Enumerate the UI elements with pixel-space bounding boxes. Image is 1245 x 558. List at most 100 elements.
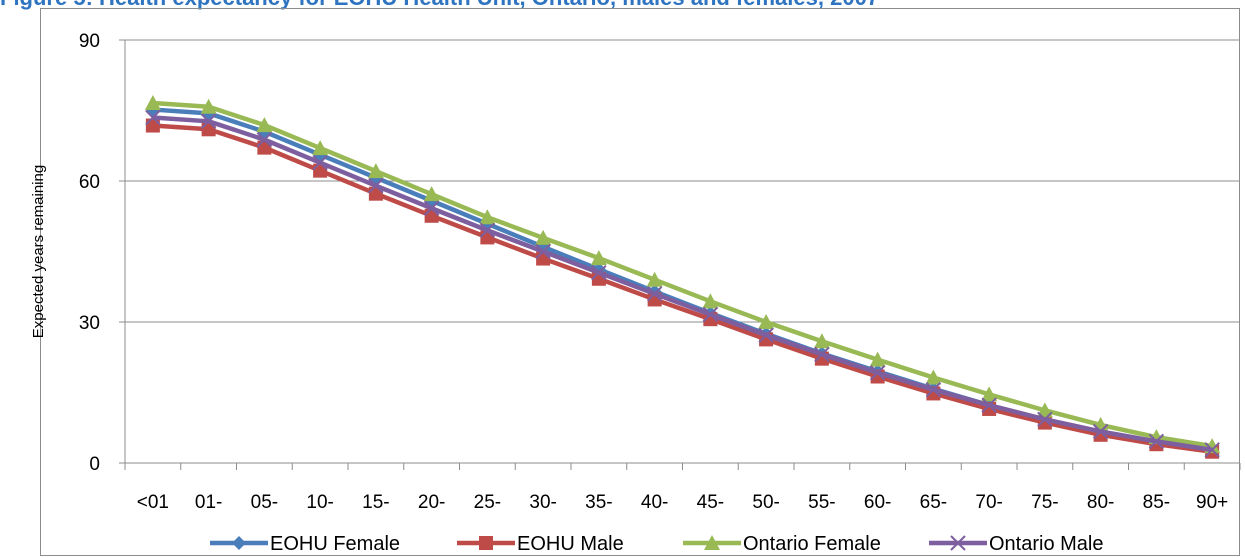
x-tick-label: 65-: [920, 492, 947, 513]
data-point-ontario-female: [702, 293, 719, 309]
data-point-ontario-male: [312, 154, 328, 171]
data-point-ontario-male: [535, 243, 551, 260]
series-lines: [144, 94, 1221, 459]
data-point-ontario-female: [367, 163, 384, 179]
data-point-ontario-female: [646, 271, 663, 287]
data-point-ontario-male: [925, 381, 942, 398]
data-point-ontario-male: [256, 131, 273, 148]
data-point-ontario-female: [535, 229, 552, 245]
legend-marker-ontario-male-stroke: [950, 535, 966, 551]
data-point-ontario-male-stroke: [646, 286, 663, 302]
data-point-ontario-male: [479, 222, 496, 239]
data-point-ontario-female: [423, 186, 440, 202]
legend-item-ontario-female: Ontario Female: [683, 533, 881, 555]
x-tick-label: 15-: [362, 492, 389, 513]
data-point-ontario-male-stroke: [479, 222, 496, 239]
legend-label: Ontario Male: [989, 533, 1104, 555]
y-axis-label: Expected years remaining: [30, 165, 47, 338]
chart-frame: [40, 8, 1240, 556]
x-tick-label: 90+: [1196, 492, 1228, 513]
data-point-ontario-female: [813, 333, 830, 349]
x-tick-label: 80-: [1087, 492, 1114, 513]
x-tick-label: 35-: [585, 492, 612, 513]
data-point-ontario-male-stroke: [1092, 423, 1109, 440]
legend-item-eohu-male: EOHU Male: [457, 533, 624, 555]
x-tick-label: 30-: [529, 492, 556, 513]
x-tick-label: 10-: [306, 492, 333, 513]
data-point-ontario-male: [646, 286, 663, 302]
gridlines: [125, 39, 1240, 323]
data-point-ontario-male-stroke: [368, 177, 384, 194]
data-point-ontario-male: [1148, 433, 1165, 450]
data-point-ontario-male-stroke: [758, 327, 774, 343]
data-point-ontario-male: [702, 306, 719, 323]
data-point-ontario-male-stroke: [535, 243, 551, 260]
x-tick-label: 75-: [1031, 492, 1058, 513]
data-point-ontario-male-stroke: [1148, 433, 1165, 450]
series-line-ontario-male: [152, 115, 1213, 453]
legend-item-ontario-male: Ontario Male: [929, 533, 1104, 555]
data-point-ontario-male: [145, 109, 161, 126]
y-tick-label: 90: [79, 31, 100, 52]
legend: EOHU Female EOHU Male Ontario Female Ontari…: [210, 533, 1104, 555]
axes: [119, 39, 1241, 470]
data-point-ontario-male: [758, 327, 774, 343]
data-point-ontario-male-stroke: [145, 109, 161, 126]
data-point-ontario-female: [981, 386, 998, 402]
y-tick-labels: 0 30 60 90: [79, 31, 100, 475]
legend-marker-eohu-male: [479, 536, 493, 550]
data-point-ontario-male-stroke: [814, 346, 830, 363]
data-point-ontario-female: [200, 98, 217, 114]
legend-item-eohu-female: EOHU Female: [210, 533, 400, 555]
data-point-ontario-male-stroke: [702, 306, 719, 323]
data-point-ontario-male-stroke: [869, 365, 886, 381]
data-point-ontario-male: [1092, 423, 1109, 440]
legend-label: EOHU Male: [517, 533, 624, 555]
x-tick-label: 25-: [474, 492, 501, 513]
data-point-ontario-male: [423, 200, 440, 216]
data-point-ontario-male-stroke: [1037, 411, 1053, 427]
data-point-ontario-female: [925, 369, 942, 385]
x-tick-label: 55-: [808, 492, 835, 513]
series-ontario-male: [145, 109, 1220, 458]
data-point-ontario-male-stroke: [981, 397, 997, 413]
data-point-ontario-male-stroke: [256, 131, 273, 148]
x-tick-label: <01: [137, 492, 169, 513]
data-point-ontario-male: [869, 365, 886, 381]
x-tick-label: 01-: [195, 492, 222, 513]
data-point-ontario-female: [312, 140, 329, 156]
data-point-ontario-male-stroke: [591, 264, 607, 281]
data-point-ontario-male: [368, 177, 384, 194]
y-tick-label: 0: [89, 454, 100, 475]
legend-marker-ontario-male: [950, 535, 966, 551]
data-point-ontario-male: [591, 264, 607, 281]
data-point-ontario-female: [869, 351, 886, 367]
x-tick-label: 70-: [975, 492, 1002, 513]
data-point-ontario-male-stroke: [312, 154, 328, 171]
data-point-ontario-male: [981, 397, 997, 413]
data-point-ontario-male-stroke: [200, 113, 217, 130]
x-tick-label: 60-: [864, 492, 891, 513]
data-point-ontario-female: [758, 314, 775, 329]
x-tick-label: 85-: [1143, 492, 1170, 513]
x-tick-label: 45-: [697, 492, 724, 513]
data-point-ontario-male-stroke: [1204, 442, 1220, 458]
data-point-ontario-female: [144, 94, 161, 110]
data-point-eohu-male: [145, 118, 160, 133]
x-tick-label: 50-: [752, 492, 779, 513]
x-tick-label: 40-: [641, 492, 668, 513]
x-tick-label: 05-: [251, 492, 278, 513]
data-point-ontario-male-stroke: [423, 200, 440, 216]
series-line-eohu-male: [152, 123, 1213, 454]
data-point-ontario-male: [1037, 411, 1053, 427]
data-point-ontario-male-stroke: [925, 381, 942, 398]
legend-label: EOHU Female: [270, 533, 400, 555]
x-tick-labels: <01 01- 05- 10- 15- 20- 25- 30- 35- 40- 45- 50- 55- 6…: [137, 492, 1228, 513]
chart-title: Figure 5: Health expectancy for EOHU Hea…: [0, 0, 1245, 10]
data-point-ontario-female: [479, 209, 496, 225]
legend-marker-ontario-female: [704, 535, 720, 550]
data-point-ontario-female: [590, 250, 607, 266]
data-point-ontario-female: [1036, 402, 1053, 418]
x-tick-label: 20-: [418, 492, 445, 513]
